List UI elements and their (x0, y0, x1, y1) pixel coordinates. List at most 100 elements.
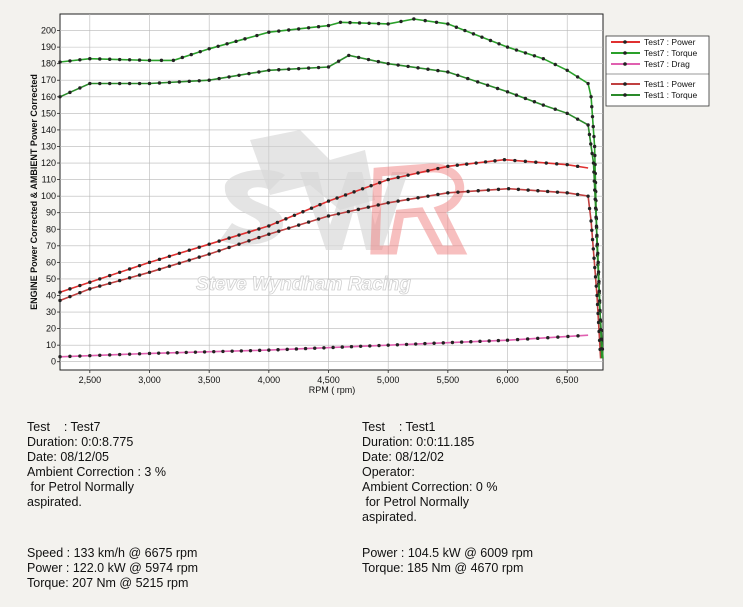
series-point (287, 226, 291, 230)
series-point (177, 80, 182, 84)
series-point (514, 93, 519, 97)
series-point (296, 66, 301, 71)
series-point (595, 233, 599, 237)
test1-petrol: for Petrol Normally (362, 495, 469, 509)
legend-marker (623, 82, 627, 86)
series-point (366, 57, 371, 62)
series-point (347, 53, 351, 58)
series-point (416, 196, 420, 200)
y-axis-label: ENGINE Power Corrected & AMBIENT Power C… (29, 74, 39, 310)
series-point (589, 95, 593, 99)
series-point (137, 58, 142, 62)
series-point (483, 160, 488, 164)
test1-power: Power : 104.5 kW @ 6009 rpm (362, 546, 534, 560)
x-tick-label: 6,000 (496, 375, 519, 385)
series-point (594, 224, 599, 228)
series-point (322, 346, 326, 350)
series-point (469, 340, 473, 344)
series-point (565, 162, 569, 167)
series-point (386, 177, 390, 182)
series-point (523, 159, 528, 164)
series-point (597, 289, 602, 293)
x-tick-label: 3,500 (198, 375, 221, 385)
series-point (556, 335, 560, 339)
test7-duration: Duration: 0:0:8.775 (27, 435, 134, 449)
series-point (197, 255, 201, 259)
series-point (227, 245, 231, 250)
x-tick-label: 4,000 (258, 375, 281, 385)
series-point (592, 134, 596, 139)
series-point (88, 57, 92, 61)
series-point (98, 284, 102, 288)
series-point (217, 249, 221, 253)
series-point (475, 80, 480, 84)
test7-info: Test : Test7 Duration: 0:0:8.775 Date: 0… (27, 420, 166, 510)
series-point (596, 260, 600, 265)
legend-label: Test7 : Power (644, 37, 696, 47)
series-point (506, 186, 511, 191)
series-point (117, 81, 122, 86)
series-point (586, 81, 590, 86)
series-point (257, 348, 262, 353)
series-point (595, 302, 600, 307)
series-point (505, 338, 510, 342)
series-point (296, 223, 301, 227)
series-point (593, 197, 597, 201)
series-point (340, 345, 344, 349)
series-point (147, 260, 152, 265)
series-point (230, 349, 234, 353)
series-point (127, 267, 132, 271)
series-point (423, 341, 427, 346)
series-point (88, 81, 92, 86)
test1-date: Date: 08/12/02 (362, 450, 445, 464)
series-point (237, 233, 241, 237)
series-point (459, 340, 464, 344)
series-point (68, 294, 72, 299)
test7-name: Test : Test7 (27, 420, 101, 434)
series-point (303, 346, 308, 351)
series-point (352, 190, 356, 194)
series-point (493, 159, 497, 163)
series-point (597, 299, 602, 303)
series-point (267, 30, 271, 34)
series-point (596, 320, 601, 325)
series-point (386, 343, 390, 347)
series-point (532, 54, 537, 58)
series-point (514, 48, 519, 52)
series-point (536, 336, 540, 341)
series-point (175, 350, 179, 355)
test7-date: Date: 08/12/05 (27, 450, 110, 464)
y-tick-label: 20 (46, 324, 56, 334)
series-point (292, 213, 297, 217)
series-point (346, 209, 351, 214)
series-point (406, 197, 410, 202)
series-point (598, 308, 602, 313)
test1-operator: Operator: (362, 465, 415, 479)
series-point (225, 42, 229, 46)
series-point (590, 151, 594, 156)
test1-aspirated: aspirated. (362, 510, 417, 524)
series-point (485, 83, 490, 87)
series-point (416, 171, 420, 175)
series-point (377, 343, 381, 348)
test7-torque: Torque: 207 Nm @ 5215 rpm (27, 576, 189, 590)
series-point (296, 27, 301, 31)
series-point (78, 354, 82, 358)
series-point (98, 81, 102, 86)
series-point (446, 164, 450, 169)
series-point (147, 58, 152, 63)
test1-stats: Power : 104.5 kW @ 6009 rpm Torque: 185 … (362, 546, 533, 576)
series-point (197, 79, 201, 83)
series-point (127, 81, 132, 86)
series-point (377, 180, 382, 185)
series-point (285, 347, 289, 352)
series-point (284, 217, 288, 221)
series-point (474, 161, 478, 165)
series-point (184, 350, 188, 355)
series-point (177, 251, 182, 255)
series-point (565, 111, 569, 116)
series-point (395, 343, 400, 347)
series-point (147, 270, 152, 275)
series-point (366, 205, 370, 209)
series-point (78, 86, 82, 90)
